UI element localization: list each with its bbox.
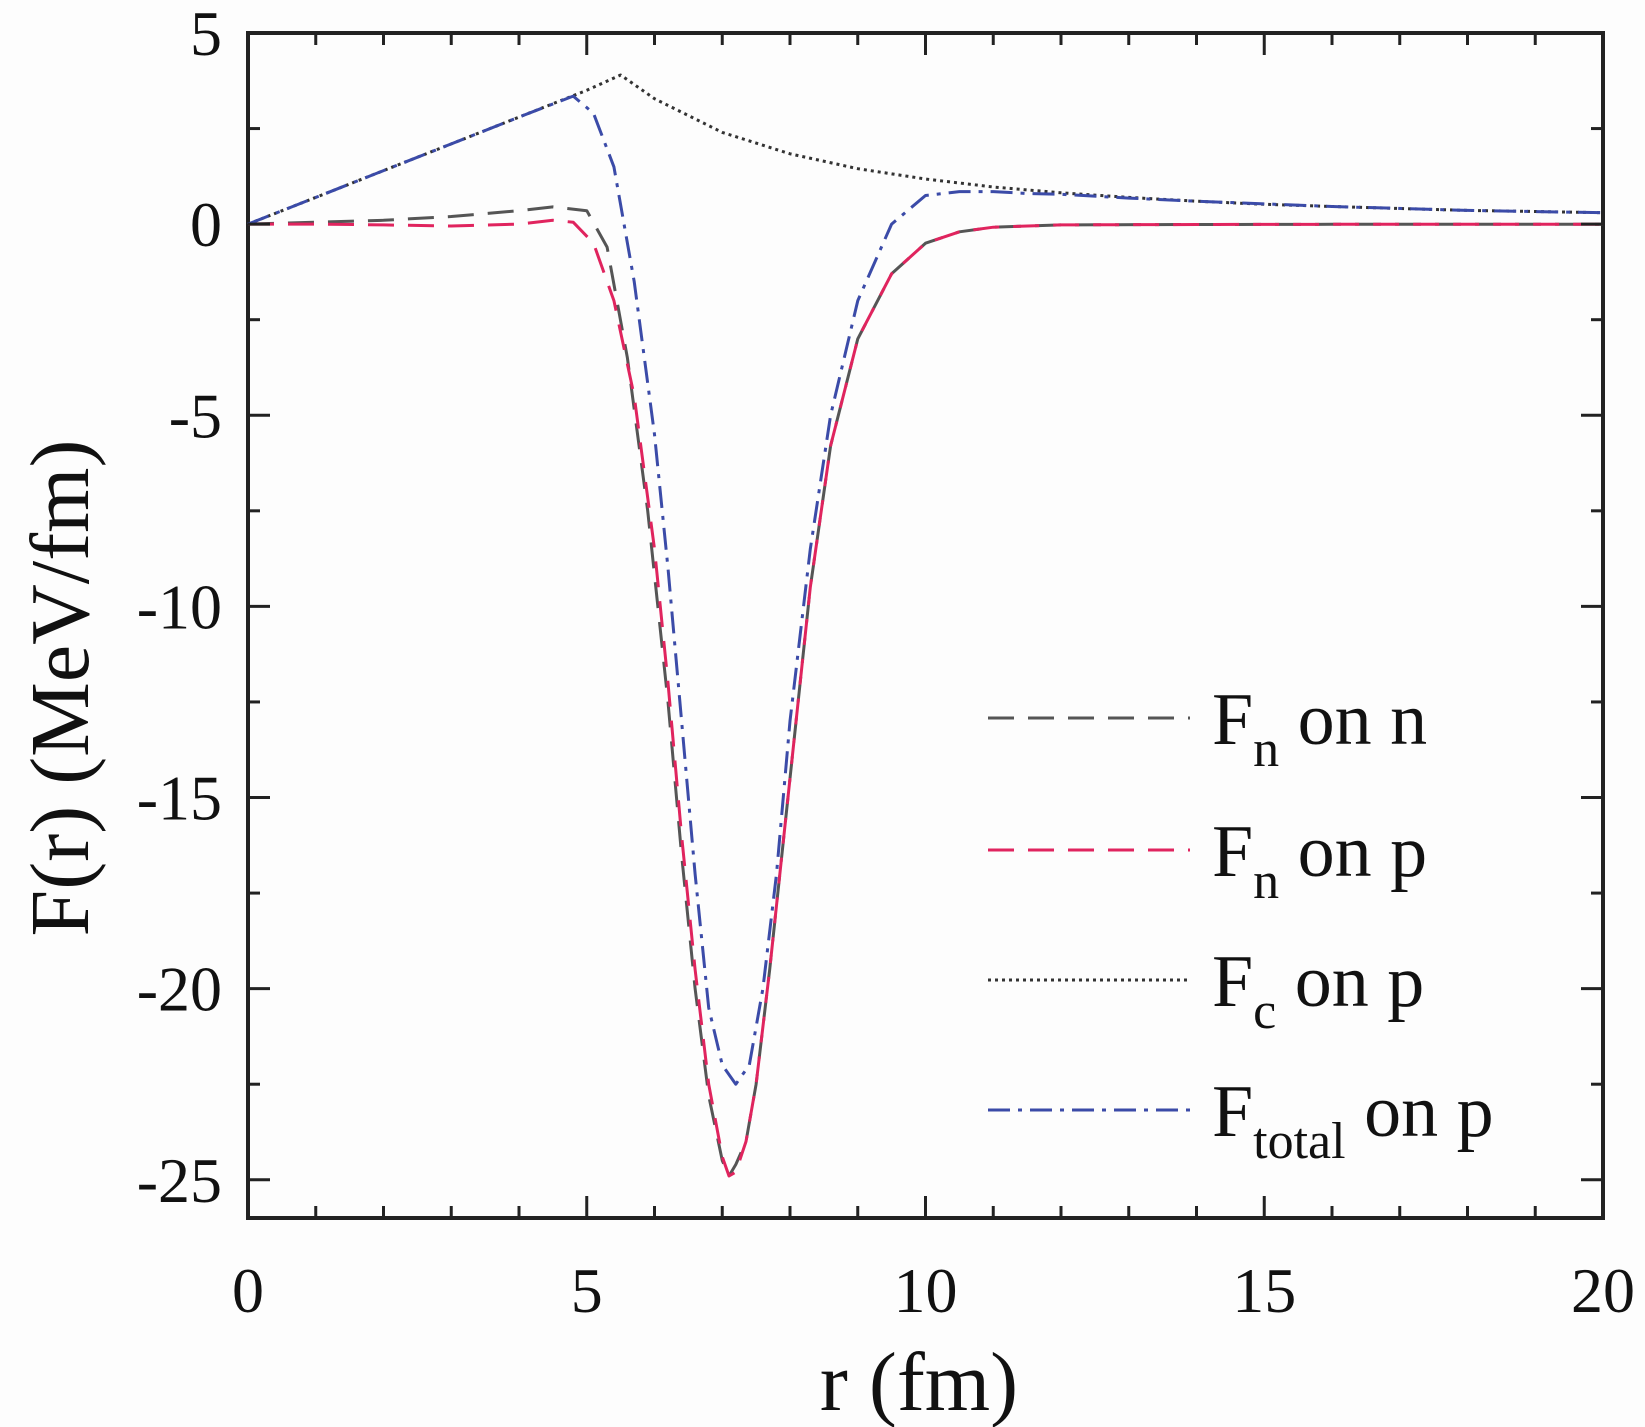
x-tick-label: 15 bbox=[1232, 1255, 1296, 1326]
y-tick-label: -10 bbox=[137, 571, 222, 642]
x-tick-label: 0 bbox=[232, 1255, 264, 1326]
series-layer bbox=[247, 73, 1604, 1178]
x-tick-label: 20 bbox=[1571, 1255, 1635, 1326]
y-tick-label: 5 bbox=[190, 0, 222, 69]
series-line-1 bbox=[247, 205, 1603, 1178]
legend-label: Fn on n bbox=[1212, 679, 1427, 778]
plot-frame bbox=[246, 31, 1605, 1220]
y-tick-label: 0 bbox=[190, 189, 222, 260]
y-tick-label: -15 bbox=[137, 763, 222, 834]
y-tick-label: -25 bbox=[137, 1145, 222, 1216]
series-line-2 bbox=[248, 218, 1603, 1178]
legend-label: Ftotal on p bbox=[1212, 1071, 1494, 1170]
x-tick-label: 10 bbox=[894, 1255, 958, 1326]
x-axis-title: r (fm) bbox=[820, 1336, 1018, 1427]
series-line-4 bbox=[247, 94, 1604, 1086]
legend-label: Fn on p bbox=[1212, 811, 1427, 910]
series-line-3 bbox=[247, 73, 1604, 226]
y-tick-label: -5 bbox=[169, 380, 222, 451]
y-tick-label: -20 bbox=[137, 954, 222, 1025]
y-axis-title: F(r) (MeV/fm) bbox=[14, 440, 107, 937]
legend: Fn on n Fn on p Fc on p Ftotal on p bbox=[988, 679, 1494, 1170]
legend-label: Fc on p bbox=[1212, 941, 1424, 1040]
x-tick-label: 5 bbox=[571, 1255, 603, 1326]
